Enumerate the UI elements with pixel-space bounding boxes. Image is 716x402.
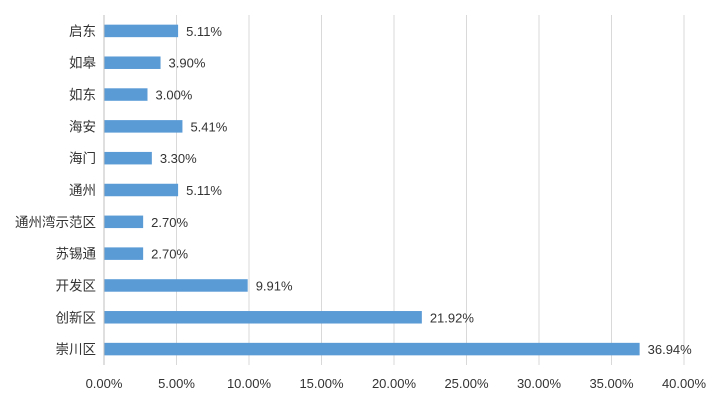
data-label: 3.90% <box>169 56 206 71</box>
category-label: 创新区 <box>56 310 97 326</box>
bar <box>104 24 179 38</box>
data-label: 21.92% <box>430 310 475 325</box>
bar <box>104 342 640 356</box>
data-label: 5.41% <box>190 119 227 134</box>
data-label: 3.00% <box>156 88 193 103</box>
x-tick-label: 25.00% <box>444 376 489 391</box>
category-label: 苏锡通 <box>56 247 97 263</box>
category-label: 海安 <box>69 119 96 135</box>
x-tick-label: 0.00% <box>86 376 123 391</box>
bar <box>104 151 152 165</box>
bar <box>104 311 422 324</box>
category-label: 通州 <box>69 183 96 199</box>
category-label: 如东 <box>69 88 96 104</box>
bar <box>104 183 179 197</box>
bar <box>104 279 248 292</box>
category-label: 海门 <box>69 151 96 167</box>
bar <box>104 56 161 69</box>
bar <box>104 215 144 229</box>
x-tick-labels: 0.00% 5.00% 10.00% 15.00% 20.00% 25.00% 30.00%… <box>86 376 707 391</box>
data-label: 2.70% <box>151 247 188 262</box>
x-tick-label: 35.00% <box>589 376 634 391</box>
x-tick-label: 20.00% <box>372 376 417 391</box>
x-tick-label: 30.00% <box>517 376 562 391</box>
category-label: 启东 <box>69 24 96 40</box>
data-label: 36.94% <box>648 342 693 357</box>
x-tick-label: 40.00% <box>662 376 707 391</box>
bar <box>104 120 183 133</box>
category-label: 如皋 <box>69 56 96 72</box>
bar <box>104 88 148 101</box>
x-tick-label: 5.00% <box>158 376 195 391</box>
category-label: 崇川区 <box>56 342 97 358</box>
data-label: 5.11% <box>186 24 222 39</box>
data-label: 5.11% <box>186 183 222 198</box>
data-labels: 5.11% 3.90% 3.00% 5.41% 3.30% 5.11% 2.70% 2.70%… <box>151 24 692 357</box>
category-label: 通州湾示范区 <box>15 214 96 231</box>
bar <box>104 247 144 260</box>
category-label: 开发区 <box>56 278 97 294</box>
data-label: 9.91% <box>256 278 293 293</box>
x-tick-label: 15.00% <box>299 376 344 391</box>
bar-series <box>104 24 640 356</box>
x-tick-label: 10.00% <box>227 376 272 391</box>
data-label: 2.70% <box>151 215 188 230</box>
data-label: 3.30% <box>160 151 197 166</box>
gridlines <box>176 15 685 365</box>
